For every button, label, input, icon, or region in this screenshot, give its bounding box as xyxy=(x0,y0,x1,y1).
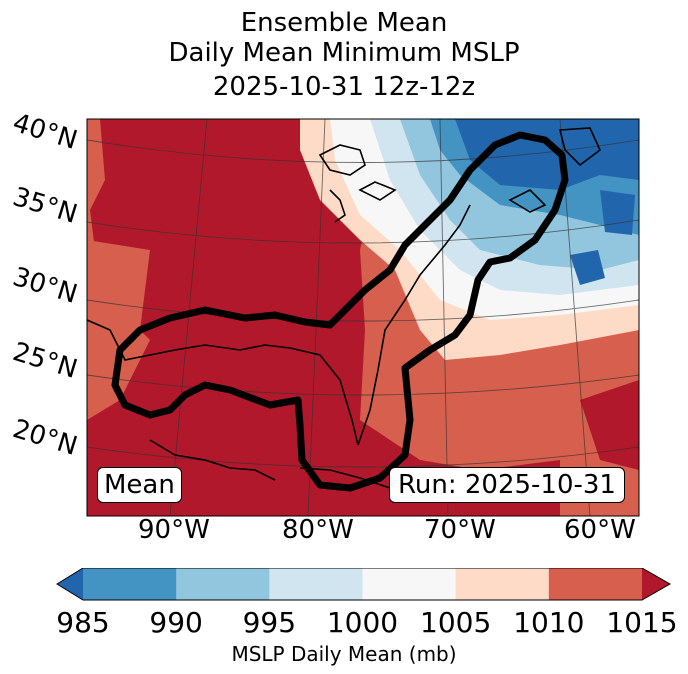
colorbar-tick-label: 1015 xyxy=(606,606,678,639)
colorbar-outline xyxy=(56,568,672,601)
colorbar-extend-low xyxy=(57,568,83,600)
title-line-3: 2025-10-31 12z-12z xyxy=(212,72,476,102)
colorbar-tick-label: 1010 xyxy=(513,606,585,639)
parallel-20n xyxy=(87,446,639,468)
meridian-70w xyxy=(439,119,449,516)
colorbar-swatch xyxy=(548,568,643,600)
run-label-box: Run: 2025-10-31 xyxy=(389,467,625,503)
mean-label-box: Mean xyxy=(97,467,182,503)
newfoundland xyxy=(558,127,601,167)
title-line-1: Ensemble Mean xyxy=(240,8,448,38)
meridian-80w xyxy=(307,119,326,516)
colorbar-tick-label: 995 xyxy=(242,606,297,639)
colorbar-swatch xyxy=(176,568,270,600)
coastlines xyxy=(87,127,601,496)
colorbar-tick-label: 990 xyxy=(149,606,203,639)
colorbar xyxy=(56,568,672,601)
lon-label-70w: 70°W xyxy=(424,515,496,545)
graticule xyxy=(87,119,639,516)
map-frame xyxy=(86,118,640,517)
gulf-coast xyxy=(87,319,359,446)
parallel-30n xyxy=(87,299,639,322)
colorbar-swatch xyxy=(362,568,457,600)
lon-label-90w: 90°W xyxy=(138,515,210,545)
colorbar-tick-label: 1000 xyxy=(326,606,399,639)
colorbar-swatch xyxy=(83,568,177,600)
field-1015-east xyxy=(580,380,639,470)
colorbar-extend-high xyxy=(642,568,670,600)
parallel-25n xyxy=(87,374,639,396)
great-lakes-1 xyxy=(318,144,366,176)
colorbar-swatch xyxy=(455,568,550,600)
contour-outline xyxy=(111,131,569,492)
field-985-north xyxy=(455,119,639,190)
colorbar-tick-label: 985 xyxy=(56,606,110,639)
field-985-east xyxy=(600,190,635,235)
colorbar-tick-label: 1005 xyxy=(420,606,492,639)
meridian-90w xyxy=(169,119,208,516)
title-line-2: Daily Mean Minimum MSLP xyxy=(168,38,520,68)
great-lakes-3 xyxy=(329,189,346,223)
atlantic-coast xyxy=(357,204,471,446)
great-lakes-2 xyxy=(358,181,397,201)
colorbar-label: MSLP Daily Mean (mb) xyxy=(231,642,457,666)
nova-scotia xyxy=(508,189,547,213)
field-1010-west xyxy=(87,240,150,400)
parallel-35n xyxy=(87,219,639,244)
yucatan-coast xyxy=(149,439,276,481)
colorbar-swatch xyxy=(269,568,363,600)
field-985-spot xyxy=(570,250,605,285)
field-1015-west xyxy=(87,119,560,516)
lon-label-80w: 80°W xyxy=(282,515,354,545)
lon-label-60w: 60°W xyxy=(564,515,636,545)
